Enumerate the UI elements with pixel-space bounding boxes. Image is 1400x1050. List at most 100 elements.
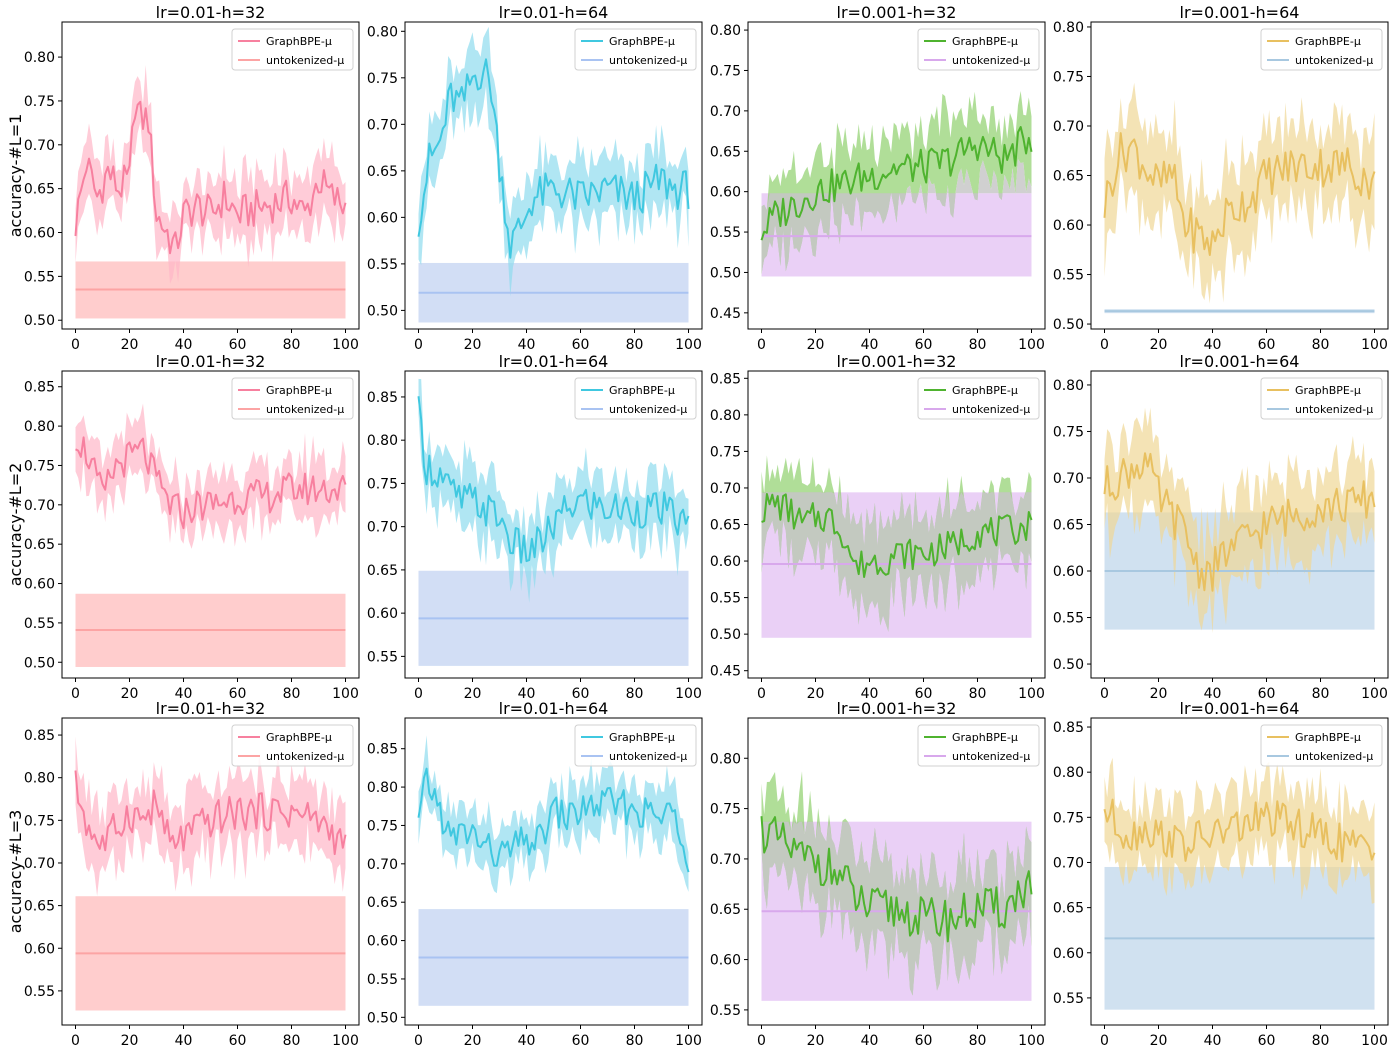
legend-label: untokenized-μ [1295, 54, 1373, 67]
x-tick-label: 0 [757, 337, 766, 353]
y-tick-label: 0.60 [1053, 946, 1084, 962]
x-tick-label: 0 [414, 686, 423, 702]
x-tick-label: 40 [518, 337, 536, 353]
y-tick-label: 0.80 [1053, 20, 1084, 36]
y-tick-label: 0.70 [1053, 855, 1084, 871]
subplot-title: lr=0.001-h=64 [1180, 352, 1300, 371]
y-tick-label: 0.75 [24, 458, 55, 474]
y-tick-label: 0.55 [24, 269, 55, 285]
x-tick-label: 80 [283, 1033, 301, 1049]
legend-label: untokenized-μ [609, 54, 687, 67]
y-tick-label: 0.65 [710, 902, 741, 918]
x-tick-label: 60 [572, 337, 590, 353]
y-tick-label: 0.80 [1053, 765, 1084, 781]
x-tick-label: 80 [1312, 1033, 1330, 1049]
x-tick-label: 60 [1258, 337, 1276, 353]
y-tick-label: 0.65 [1053, 901, 1084, 917]
legend-label: untokenized-μ [609, 403, 687, 416]
x-tick-label: 100 [332, 1033, 359, 1049]
legend-box [917, 28, 1040, 71]
subplot-r1-c3: 0.50 0.55 0.60 0.65 0.70 0.75 0.80 0 20 40 60 80 100… [1053, 352, 1389, 702]
x-tick-label: 100 [1361, 686, 1388, 702]
axes-frame [1090, 717, 1389, 1026]
y-tick-label: 0.80 [24, 50, 55, 66]
y-tick-label: 0.80 [1053, 378, 1084, 394]
x-tick-label: 0 [414, 337, 423, 353]
x-tick-label: 0 [1100, 1033, 1109, 1049]
x-tick-label: 40 [1204, 686, 1222, 702]
y-tick-label: 0.65 [24, 537, 55, 553]
legend-box [231, 377, 354, 420]
legend-box [1260, 724, 1383, 767]
y-tick-label: 0.70 [24, 138, 55, 154]
axes-frame [404, 370, 703, 679]
x-tick-label: 80 [283, 337, 301, 353]
overlap-band [761, 492, 1032, 632]
legend-label: untokenized-μ [609, 750, 687, 763]
legend-box [231, 724, 354, 767]
y-tick-label: 0.80 [367, 24, 398, 40]
axes-frame [61, 21, 360, 330]
y-tick-label: 0.55 [367, 972, 398, 988]
graphbpe-line [760, 126, 1033, 241]
y-tick-label: 0.50 [24, 655, 55, 671]
y-tick-label: 0.85 [367, 742, 398, 758]
x-tick-label: 80 [283, 686, 301, 702]
subplot-title: lr=0.01-h=32 [156, 352, 266, 371]
x-tick-label: 40 [518, 686, 536, 702]
y-tick-label: 0.85 [1053, 720, 1084, 736]
y-tick-label: 0.75 [710, 802, 741, 818]
y-tick-label: 0.75 [367, 71, 398, 87]
x-tick-label: 80 [969, 337, 987, 353]
y-tick-label: 0.75 [710, 444, 741, 460]
graphbpe-band [1104, 407, 1375, 633]
x-tick-label: 100 [1018, 337, 1045, 353]
y-tick-label: 0.80 [710, 23, 741, 39]
y-tick-label: 0.50 [1053, 317, 1084, 333]
graphbpe-line [417, 396, 690, 564]
x-tick-label: 40 [1204, 337, 1222, 353]
subplot-title: lr=0.01-h=32 [156, 699, 266, 718]
x-tick-label: 20 [121, 686, 139, 702]
y-tick-label: 0.65 [24, 899, 55, 915]
legend-label: GraphBPE-μ [1295, 731, 1361, 744]
graphbpe-line [74, 100, 347, 255]
x-tick-label: 40 [861, 686, 879, 702]
graphbpe-line [1103, 132, 1376, 256]
x-tick-label: 60 [572, 1033, 590, 1049]
y-tick-label: 0.70 [710, 852, 741, 868]
legend-label: GraphBPE-μ [1295, 35, 1361, 48]
axes-frame [404, 717, 703, 1026]
y-tick-label: 0.70 [367, 117, 398, 133]
x-tick-label: 20 [464, 1033, 482, 1049]
graphbpe-band [75, 65, 346, 284]
graphbpe-band [418, 378, 689, 603]
y-tick-label: 0.60 [24, 577, 55, 593]
x-tick-label: 0 [71, 1033, 80, 1049]
x-tick-label: 20 [1150, 686, 1168, 702]
subplot-r2-c0: 0.55 0.60 0.65 0.70 0.75 0.80 0.85 0 20 40 60 80 100… [6, 699, 360, 1049]
legend-label: GraphBPE-μ [609, 384, 675, 397]
x-tick-label: 60 [229, 686, 247, 702]
y-tick-label: 0.60 [367, 210, 398, 226]
subplot-title: lr=0.01-h=64 [499, 352, 609, 371]
x-tick-label: 80 [969, 1033, 987, 1049]
x-tick-label: 100 [1361, 337, 1388, 353]
y-tick-label: 0.60 [710, 554, 741, 570]
x-tick-label: 20 [464, 686, 482, 702]
subplot-title: lr=0.01-h=64 [499, 3, 609, 22]
y-tick-label: 0.50 [24, 313, 55, 329]
x-tick-label: 60 [229, 1033, 247, 1049]
y-tick-label: 0.75 [1053, 810, 1084, 826]
y-tick-label: 0.75 [24, 94, 55, 110]
subplot-r0-c3: 0.50 0.55 0.60 0.65 0.70 0.75 0.80 0 20 40 60 80 100… [1053, 3, 1389, 353]
x-tick-label: 60 [229, 337, 247, 353]
legend-label: untokenized-μ [266, 54, 344, 67]
y-tick-label: 0.70 [710, 481, 741, 497]
y-tick-label: 0.70 [24, 498, 55, 514]
y-tick-label: 0.70 [367, 520, 398, 536]
y-tick-label: 0.55 [710, 591, 741, 607]
x-tick-label: 80 [1312, 686, 1330, 702]
graphbpe-band [418, 26, 689, 297]
legend-label: GraphBPE-μ [609, 35, 675, 48]
